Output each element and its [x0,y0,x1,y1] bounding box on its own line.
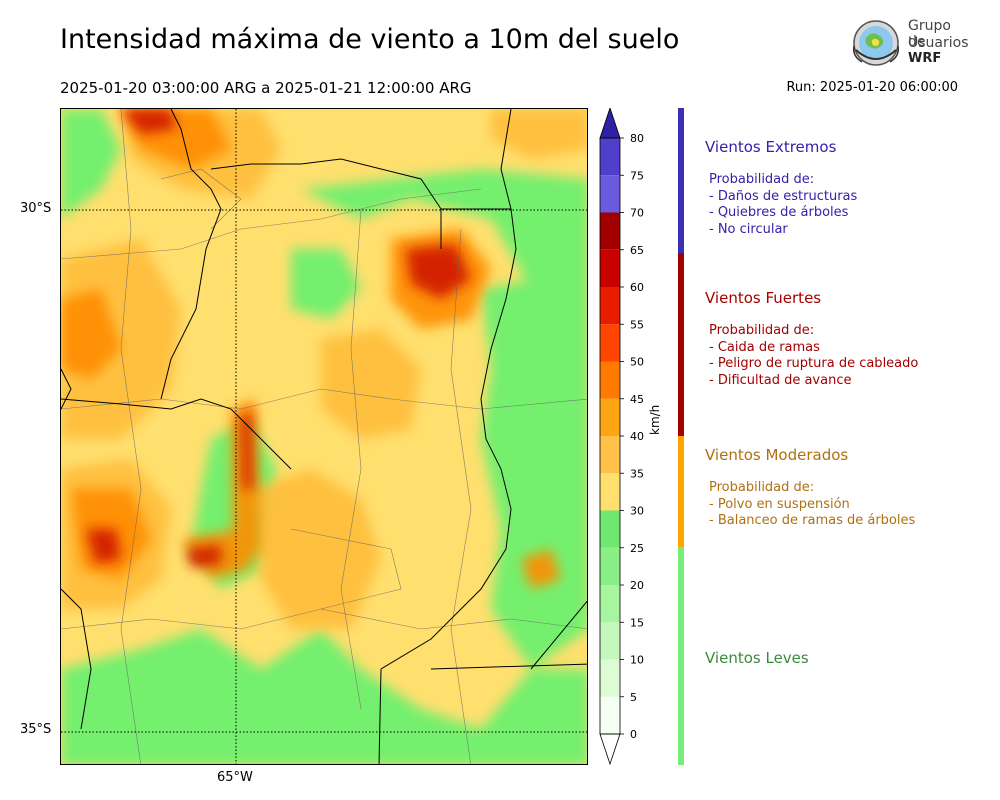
severity-list: Probabilidad de: - Caida de ramas - Peligr… [709,323,918,389]
severity-title: Vientos Fuertes [705,289,822,307]
severity-item: - Quiebres de árboles [709,205,849,220]
colorbar-under-arrow [599,733,621,766]
globe-icon [852,20,900,66]
lat-label-35s: 35°S [20,722,52,737]
severity-item: Probabilidad de: [709,172,815,187]
colorbar-segment [600,473,620,511]
colorbar-tick-label: 20 [630,579,644,592]
logo-line2: Usuarios [908,35,969,51]
colorbar-segment [600,547,620,585]
lat-label-30s: 30°S [20,201,52,216]
severity-item: - No circular [709,221,788,237]
wrf-logo: Grupo de Usuarios WRF [848,16,972,72]
severity-bar-segment [678,547,684,765]
colorbar-tick-label: 40 [630,430,644,443]
forecast-period: 2025-01-20 03:00:00 ARG a 2025-01-21 12:… [60,79,472,97]
severity-title: Vientos Leves [705,649,809,667]
severity-item: - Balanceo de ramas de árboles [709,513,916,528]
colorbar-tick-label: 0 [630,728,637,741]
colorbar-over-arrow [599,106,621,139]
severity-item: Probabilidad de: [709,323,815,338]
colorbar-tick-label: 35 [630,467,644,480]
severity-item: Probabilidad de: [709,480,815,495]
lon-label-65w: 65°W [217,770,253,785]
colorbar-segment [600,324,620,362]
colorbar-tick-label: 55 [630,318,644,331]
colorbar-tick-label: 80 [630,132,644,145]
wind-map [60,108,588,765]
wind-map-svg [61,109,587,764]
colorbar-segment [600,138,620,176]
run-timestamp: Run: 2025-01-20 06:00:00 [786,80,958,95]
colorbar-segment [600,622,620,660]
colorbar-segment [600,212,620,250]
colorbar-tick-label: 15 [630,616,644,629]
colorbar-tick-label: 10 [630,654,644,667]
severity-bar-segment [678,108,684,253]
colorbar-unit: km/h [648,404,662,435]
severity-item: - Dificultad de avance [709,372,852,388]
severity-list: Probabilidad de: - Polvo en suspensión - B… [709,480,915,530]
severity-item: - Daños de estructuras [709,188,858,204]
colorbar-tick-label: 30 [630,505,644,518]
severity-item: - Peligro de ruptura de cableado [709,356,919,371]
colorbar-tick-label: 60 [630,281,644,294]
colorbar-segment [600,585,620,623]
severity-title: Vientos Moderados [705,446,849,464]
colorbar-tick-label: 75 [630,169,644,182]
colorbar-tick-label: 25 [630,542,644,555]
colorbar: 0 5 10 15 20 25 30 35 40 45 50 55 60 65 70 75 80 [598,106,668,768]
colorbar-segment [600,249,620,287]
colorbar-segment [600,287,620,325]
colorbar-segment [600,436,620,474]
colorbar-segment [600,175,620,213]
severity-bar-segment [678,436,684,547]
logo-line3: WRF [908,51,942,66]
colorbar-segment [600,510,620,548]
colorbar-segment [600,696,620,734]
severity-bar-segment [678,253,684,436]
severity-list: Probabilidad de: - Daños de estructuras - … [709,172,857,238]
colorbar-segment [600,361,620,399]
severity-title: Vientos Extremos [705,138,837,156]
logo-line1: Grupo de [908,18,951,50]
colorbar-segment [600,398,620,436]
map-title: Intensidad máxima de viento a 10m del su… [60,24,680,55]
colorbar-tick-label: 70 [630,207,644,220]
severity-item: - Polvo en suspensión [709,496,850,512]
colorbar-tick-label: 45 [630,393,644,406]
colorbar-svg: 0 5 10 15 20 25 30 35 40 45 50 55 60 65 70 75 80 [599,106,644,766]
colorbar-tick-label: 50 [630,356,644,369]
colorbar-tick-label: 5 [630,691,637,704]
colorbar-tick-label: 65 [630,244,644,257]
colorbar-segment [600,659,620,697]
severity-item: - Caida de ramas [709,339,820,355]
